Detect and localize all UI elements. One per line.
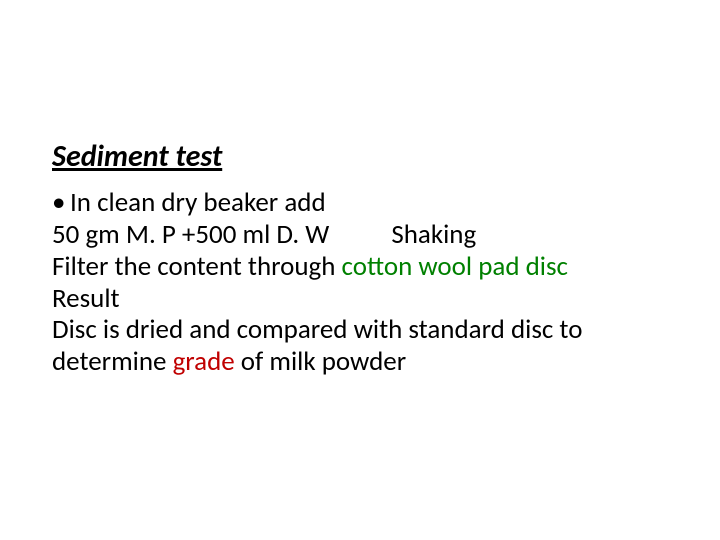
bullet-line: • In clean dry beaker add	[52, 187, 660, 219]
filter-prefix: Filter the content through	[52, 250, 342, 283]
line-formula: 50 gm M. P +500 ml D. W Shaking	[52, 219, 660, 251]
line-filter: Filter the content through cotton wool p…	[52, 251, 660, 283]
conclusion-c: of milk powder	[235, 345, 406, 378]
bullet-text: In clean dry beaker add	[70, 187, 326, 219]
slide-title: Sediment test	[52, 138, 660, 175]
line-conclusion: Disc is dried and compared with standard…	[52, 314, 660, 378]
grade-highlight: grade	[173, 345, 235, 378]
line-result: Result	[52, 283, 660, 315]
slide: Sediment test • In clean dry beaker add …	[0, 0, 720, 540]
bullet-marker: •	[52, 187, 70, 219]
filter-highlight: cotton wool pad disc	[342, 250, 568, 283]
shaking-text: Shaking	[391, 218, 476, 251]
slide-body: • In clean dry beaker add 50 gm M. P +50…	[52, 187, 660, 378]
formula-text: 50 gm M. P +500 ml D. W	[52, 218, 329, 251]
